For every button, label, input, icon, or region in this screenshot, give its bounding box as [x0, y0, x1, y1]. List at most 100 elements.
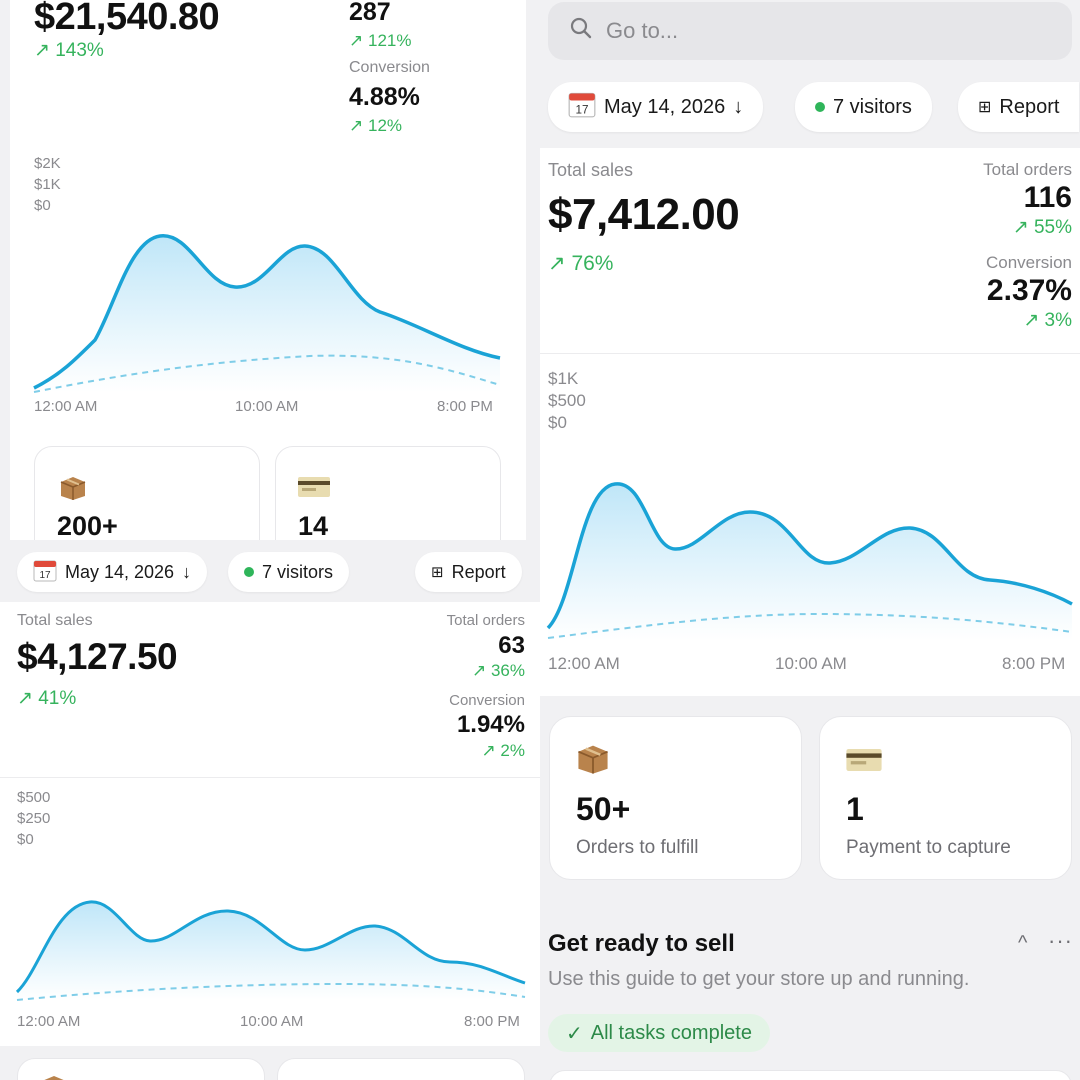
trend-up-icon: ↗ [548, 252, 566, 275]
guide-subtitle: Use this guide to get your store up and … [548, 968, 970, 990]
panel-c-orders-label: Total orders [983, 160, 1072, 179]
panel-b-sales-change: ↗ 41% [17, 687, 76, 710]
panel-c-y-label-3: $0 [548, 413, 567, 432]
panel-c-report-button[interactable]: ⊞ Report [958, 82, 1080, 132]
panel-b-area [17, 901, 525, 1000]
search-icon [570, 17, 592, 45]
panel-c-orders-card-label: Orders to fulfill [576, 837, 699, 858]
package-icon [576, 743, 610, 775]
panel-a-right-margin [526, 0, 540, 540]
live-dot-icon [815, 102, 825, 112]
trend-up-icon: ↗ [17, 688, 33, 709]
chevron-up-icon[interactable]: ^ [1018, 932, 1028, 954]
panel-b-y-label-2: $250 [17, 810, 51, 827]
next-card-peek [549, 1070, 1072, 1080]
panel-a-orders-change: ↗ 121% [349, 31, 411, 51]
trend-up-icon: ↗ [1012, 217, 1029, 238]
panel-a-sales-chart [33, 234, 501, 393]
svg-text:17: 17 [39, 570, 51, 581]
search-bar[interactable]: Go to... [548, 2, 1072, 60]
panel-a-comparison-line [33, 354, 501, 393]
panel-b-date-text: May 14, 2026 [65, 561, 175, 582]
panel-a-sales-change: ↗ 143% [34, 39, 104, 62]
panel-c-conversion-label: Conversion [986, 253, 1072, 272]
panel-b-conversion-label: Conversion [449, 692, 525, 709]
panel-c-sales-chart [546, 482, 1073, 640]
panel-a-y-label-1: $2K [34, 155, 61, 172]
trend-up-icon: ↗ [349, 31, 364, 50]
panel-b-x-label-2: 10:00 AM [240, 1013, 304, 1030]
panel-c-x-label-2: 10:00 AM [775, 654, 847, 673]
panel-c-visitors-pill[interactable]: 7 visitors [795, 82, 932, 132]
panel-a-x-label-1: 12:00 AM [34, 398, 98, 415]
panel-a-x-label-2: 10:00 AM [235, 398, 299, 415]
panel-c-line [546, 482, 1073, 630]
guide-title: Get ready to sell [548, 930, 735, 957]
trend-up-icon: ↗ [481, 741, 496, 760]
panel-c-stats-card [540, 148, 1080, 353]
panel-b-orders-label: Total orders [446, 612, 525, 629]
trend-up-icon: ↗ [471, 661, 487, 680]
guide-status-text: All tasks complete [590, 1021, 752, 1044]
panel-c-payments-card[interactable]: 1 Payment to capture [819, 716, 1072, 880]
panel-b-conversion-change: ↗ 2% [481, 741, 525, 761]
panel-c-sales-change-value: 76% [571, 252, 614, 275]
panel-b-date-picker[interactable]: 17 May 14, 2026 ↓ [17, 552, 208, 592]
panel-b-visitors-pill[interactable]: 7 visitors [228, 552, 350, 592]
table-icon: ⊞ [978, 99, 992, 116]
panel-c-area [548, 483, 1072, 640]
search-input[interactable]: Go to... [606, 18, 679, 43]
panel-b-orders-change-value: 36% [490, 661, 525, 680]
panel-c-conversion-change: ↗ 3% [1023, 309, 1072, 332]
calendar-icon: 17 [568, 90, 596, 124]
live-dot-icon [244, 567, 254, 577]
panel-b-orders-value: 63 [498, 632, 525, 659]
panel-c-sales-value: $7,412.00 [548, 190, 740, 239]
panel-a-y-label-2: $1K [34, 176, 61, 193]
panel-c-orders-value: 116 [1023, 181, 1072, 214]
panel-a-conversion-change-value: 12% [367, 116, 403, 135]
trend-up-icon: ↗ [349, 116, 364, 135]
panel-b-x-label-3: 8:00 PM [464, 1013, 520, 1030]
panel-c-comparison-line [547, 612, 1073, 639]
panel-a-x-label-3: 8:00 PM [437, 398, 493, 415]
panel-b-comparison-line [16, 982, 526, 1001]
panel-a-y-label-3: $0 [34, 197, 51, 214]
panel-a-area [34, 235, 500, 392]
panel-c-x-label-1: 12:00 AM [548, 654, 620, 673]
panel-c-y-label-2: $500 [548, 391, 586, 410]
panel-b-report-button[interactable]: ⊞ Report [415, 552, 522, 592]
panel-b-sales-chart [15, 900, 526, 1001]
panel-c-visitors-text: 7 visitors [833, 95, 912, 118]
package-icon [59, 475, 87, 501]
panel-a-line [33, 234, 501, 390]
panel-c-divider [540, 353, 1080, 354]
panel-c-orders-card-value: 50+ [576, 791, 631, 827]
panel-b-report-text: Report [451, 561, 506, 582]
panel-c-y-label-1: $1K [548, 369, 579, 388]
panel-a-orders-change-value: 121% [367, 31, 412, 50]
credit-card-icon [298, 477, 330, 497]
panel-c-date-picker[interactable]: 17 May 14, 2026 ↓ [548, 82, 764, 132]
panel-b-payments-card[interactable] [277, 1058, 525, 1080]
panel-b-sales-value: $4,127.50 [17, 636, 178, 677]
panel-c-conversion-change-value: 3% [1044, 310, 1072, 331]
panel-c-sales-label: Total sales [548, 160, 634, 180]
panel-b-divider [0, 777, 540, 778]
trend-up-icon: ↗ [1023, 310, 1040, 331]
panel-c-payments-card-label: Payment to capture [846, 837, 1011, 858]
panel-b-stats-card [0, 602, 540, 777]
panel-c-conversion-value: 2.37% [986, 274, 1072, 307]
panel-b-x-label-1: 12:00 AM [17, 1013, 81, 1030]
arrow-down-icon: ↓ [733, 95, 744, 118]
panel-c-orders-card[interactable]: 50+ Orders to fulfill [549, 716, 802, 880]
more-options-icon[interactable]: ··· [1048, 928, 1073, 953]
panel-c-payments-card-value: 1 [846, 791, 864, 827]
panel-a-conversion-label: Conversion [349, 59, 430, 76]
panel-a-payments-card-value: 14 [298, 511, 329, 541]
panel-b-y-label-3: $0 [17, 831, 34, 848]
panel-b-orders-change: ↗ 36% [472, 661, 525, 681]
panel-c-orders-change-value: 55% [1033, 217, 1072, 238]
panel-a-conversion-change: ↗ 12% [349, 116, 402, 136]
panel-b-conversion-value: 1.94% [456, 711, 525, 738]
